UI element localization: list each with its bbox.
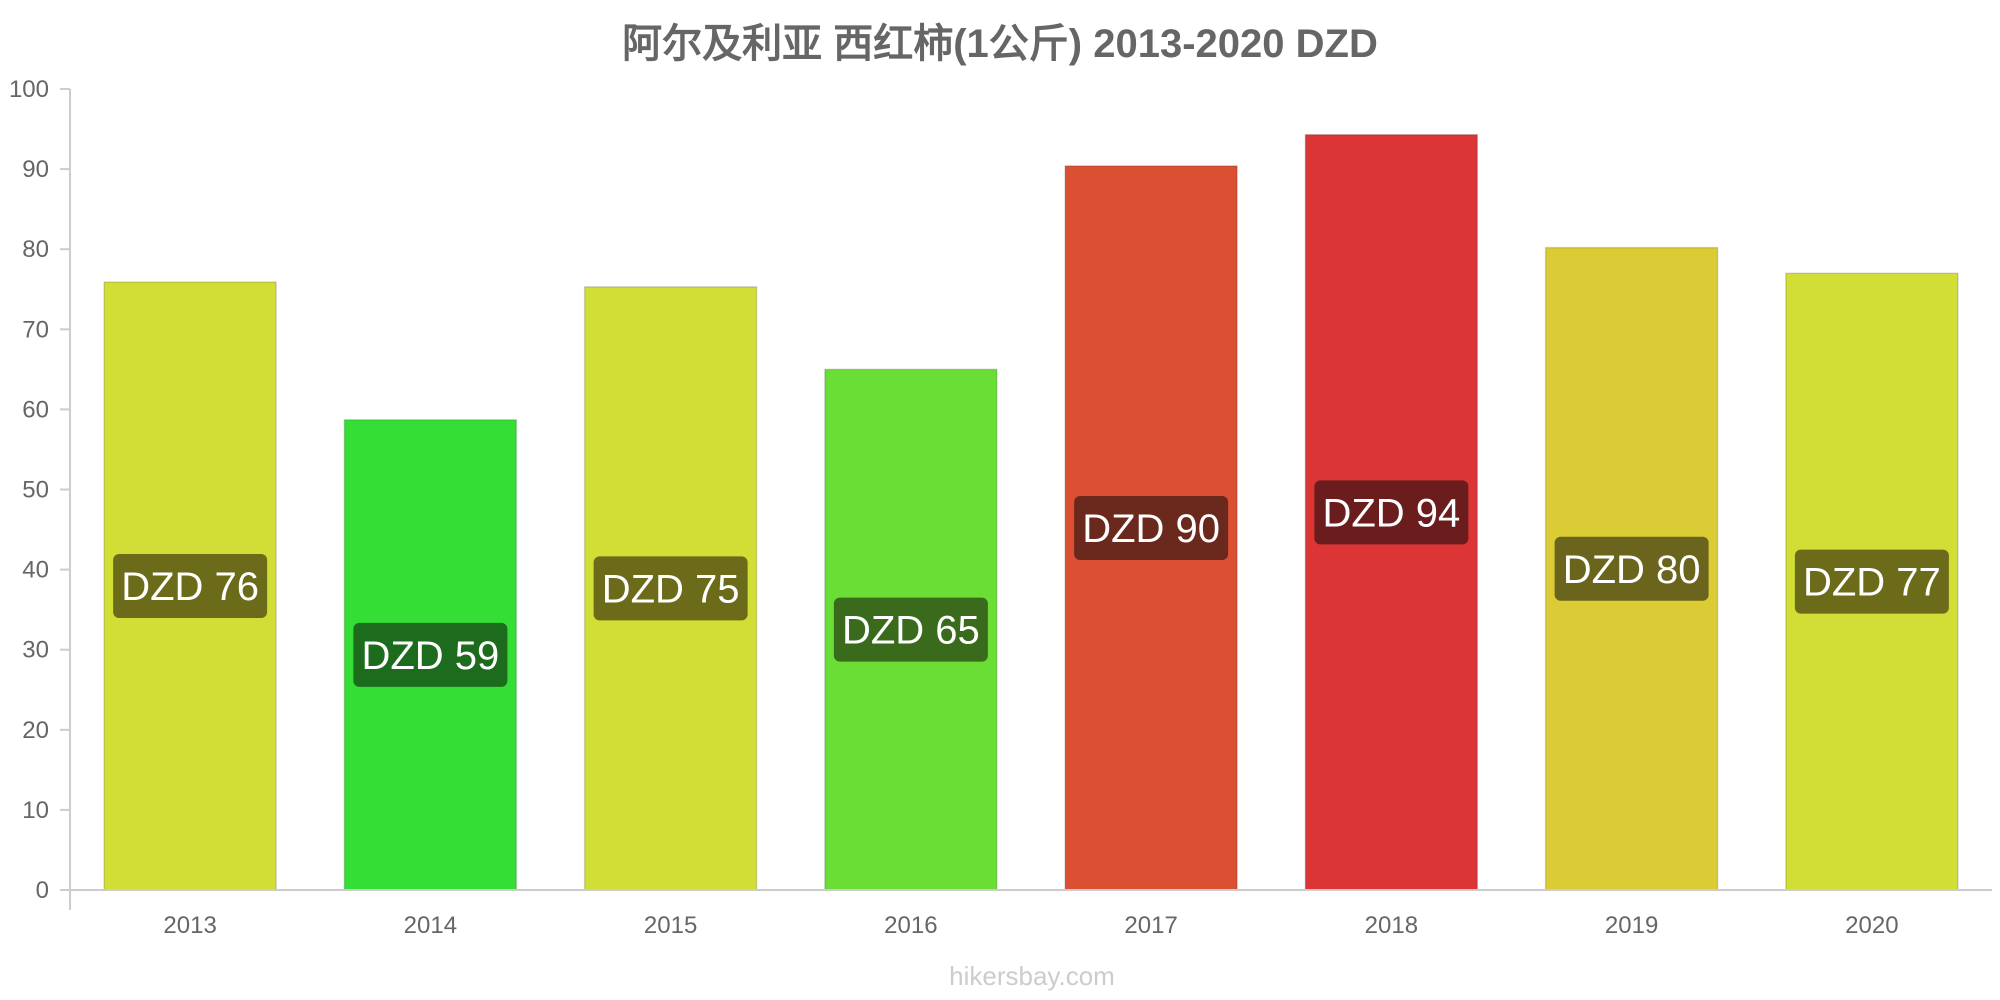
- y-tick-label: 80: [22, 236, 49, 263]
- watermark: hikersbay.com: [949, 961, 1115, 991]
- x-tick-label: 2014: [404, 912, 457, 939]
- data-label-box: [1794, 549, 1949, 614]
- data-label: DZD 59: [361, 634, 499, 678]
- y-tick-label: 90: [22, 156, 49, 183]
- x-tick-label: 2019: [1605, 912, 1658, 939]
- x-tick-label: 2017: [1124, 912, 1177, 939]
- data-label-box: [593, 556, 748, 621]
- data-label: DZD 75: [602, 567, 740, 611]
- x-tick-label: 2016: [884, 912, 937, 939]
- data-label: DZD 80: [1563, 548, 1701, 592]
- y-tick-label: 10: [22, 797, 49, 824]
- x-tick-label: 2013: [163, 912, 216, 939]
- y-tick-label: 50: [22, 477, 49, 504]
- y-tick-label: 60: [22, 396, 49, 423]
- data-label: DZD 90: [1082, 507, 1220, 551]
- data-label: DZD 77: [1803, 561, 1941, 605]
- data-label: DZD 65: [842, 609, 980, 653]
- y-axis: 0 10 20 30 40 50 60 70 80 90 100: [9, 76, 71, 910]
- data-label: DZD 76: [121, 565, 259, 609]
- data-label-box: [1554, 536, 1709, 601]
- x-tick-label: 2015: [644, 912, 697, 939]
- data-label-box: [353, 622, 508, 687]
- data-label: DZD 94: [1322, 491, 1460, 535]
- data-label-box: [1314, 480, 1469, 545]
- x-tick-label: 2018: [1365, 912, 1418, 939]
- data-label-box: [833, 597, 988, 662]
- y-tick-label: 20: [22, 717, 49, 744]
- bars: DZD 76 DZD 59 DZD 75 DZD 65 DZD 90 DZD 94 DZD …: [103, 133, 1959, 891]
- chart-title: 阿尔及利亚 西红柿(1公斤) 2013-2020 DZD: [622, 22, 1378, 66]
- y-tick-label: 70: [22, 316, 49, 343]
- y-tick-label: 0: [36, 877, 49, 904]
- y-tick-label: 40: [22, 557, 49, 584]
- y-tick-label: 30: [22, 637, 49, 664]
- x-axis: 2013 2014 2015 2016 2017 2018 2019 2020: [70, 889, 1992, 939]
- data-label-box: [113, 554, 268, 619]
- data-label-box: [1074, 495, 1229, 560]
- y-tick-label: 100: [9, 76, 49, 103]
- x-tick-label: 2020: [1845, 912, 1898, 939]
